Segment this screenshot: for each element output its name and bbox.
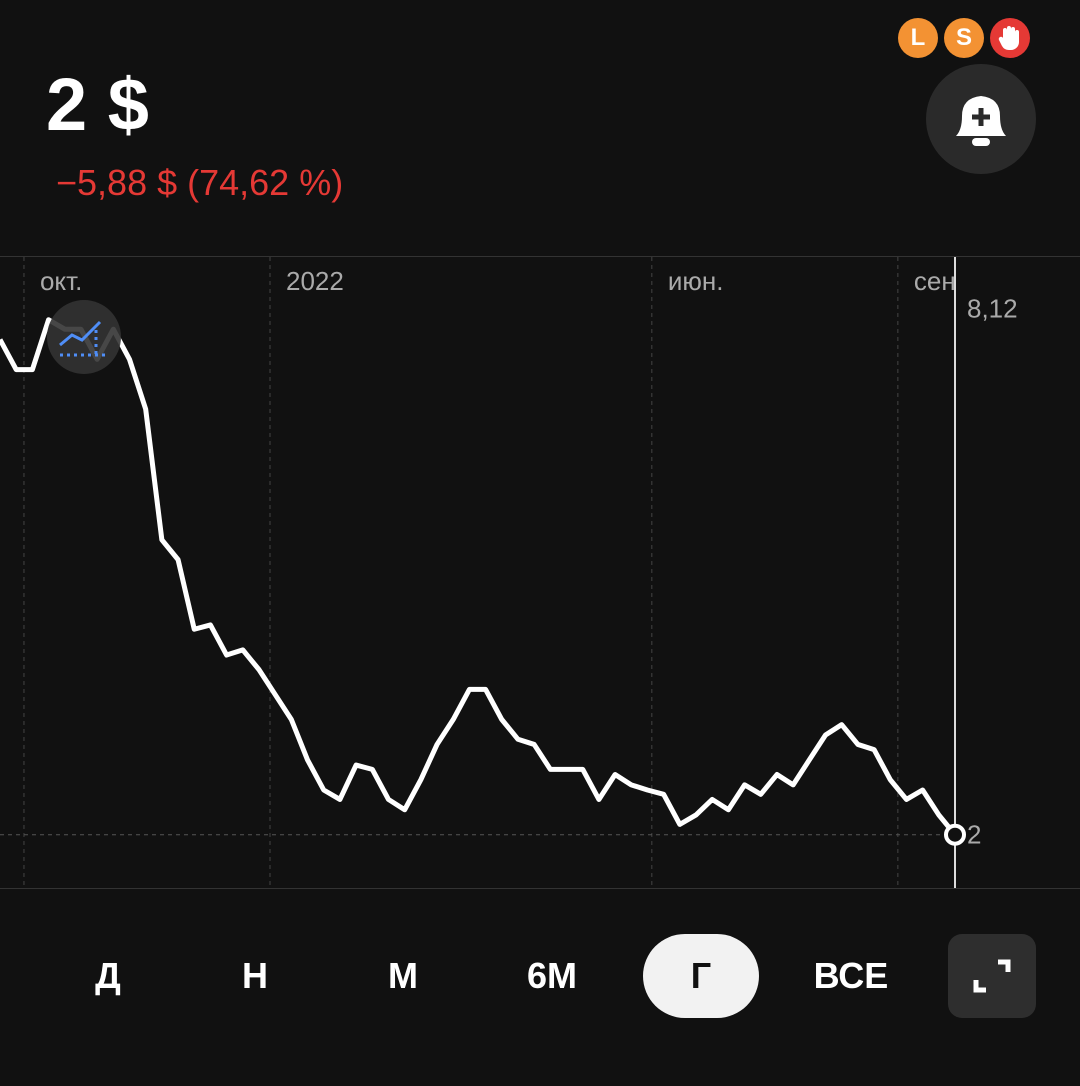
- x-tick-label: 2022: [286, 266, 344, 296]
- range-button[interactable]: ВСЕ: [813, 955, 889, 996]
- range-button[interactable]: М: [388, 955, 418, 996]
- indicator-icon: [59, 320, 102, 347]
- range-button[interactable]: Н: [242, 955, 268, 996]
- indicator-icon-dots: [60, 330, 106, 358]
- range-button[interactable]: 6М: [526, 955, 577, 996]
- y-tick-label: 2: [967, 820, 981, 850]
- badge[interactable]: L: [898, 18, 938, 58]
- range-button[interactable]: Д: [95, 955, 121, 996]
- price-line: [0, 317, 957, 837]
- x-tick-label: окт.: [40, 266, 82, 296]
- price-chart: окт. 2022 июн. сен 8,12 2: [0, 256, 1080, 889]
- price-change: −5,88 $ (74,62 %): [56, 162, 344, 203]
- stop-badge[interactable]: [990, 18, 1030, 58]
- hand-icon: [998, 26, 1019, 51]
- last-point: [944, 823, 966, 846]
- expand-icon: [973, 959, 1011, 993]
- add-alert-button[interactable]: [926, 64, 1036, 174]
- y-tick-label: 8,12: [967, 294, 1018, 324]
- x-tick-label: сен: [914, 266, 956, 296]
- expand-button[interactable]: [948, 934, 1036, 1018]
- price: 2 $: [46, 63, 149, 146]
- range-button[interactable]: Г: [643, 934, 759, 1018]
- badge[interactable]: S: [944, 18, 984, 58]
- bell-icon: [956, 96, 1006, 146]
- x-tick-label: июн.: [668, 266, 724, 296]
